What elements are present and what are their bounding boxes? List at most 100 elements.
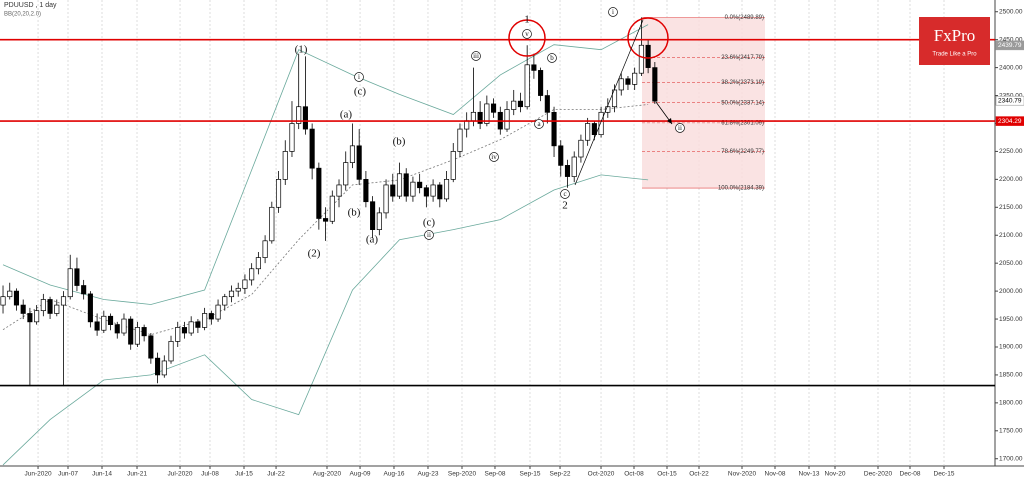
x-tick-label: Sep-08 bbox=[484, 471, 505, 478]
wave-label: i bbox=[358, 73, 360, 81]
y-tick-label: 1900.00 bbox=[999, 344, 1023, 351]
x-tick-label: Oct-2020 bbox=[588, 471, 615, 478]
band-line bbox=[2, 24, 649, 305]
candle-body bbox=[40, 299, 46, 312]
candle-body bbox=[578, 139, 584, 158]
candle-body bbox=[417, 181, 423, 189]
candle-body bbox=[27, 313, 33, 323]
candle-body bbox=[255, 257, 261, 270]
candle-body bbox=[551, 111, 557, 147]
candle-body bbox=[114, 324, 120, 334]
candle-body bbox=[645, 44, 651, 68]
candle-body bbox=[275, 179, 282, 208]
x-tick-label: Oct-08 bbox=[624, 471, 644, 478]
highlight-circle bbox=[508, 19, 546, 57]
x-tick-label: Sep-22 bbox=[550, 471, 571, 478]
price-tag bbox=[995, 40, 1024, 51]
x-tick-label: Jul-2020 bbox=[168, 471, 193, 478]
x-tick-label: Nov-08 bbox=[765, 471, 786, 478]
candle-body bbox=[121, 318, 127, 334]
price-tag bbox=[995, 95, 1024, 106]
x-tick-label: Oct-15 bbox=[657, 471, 677, 478]
annotation-circle bbox=[675, 123, 685, 133]
candle-body bbox=[477, 111, 483, 124]
wave-label: i bbox=[612, 8, 614, 16]
wave-label: (c) bbox=[354, 86, 367, 98]
candle-body bbox=[625, 78, 631, 85]
candle-body bbox=[450, 151, 456, 180]
candle-body bbox=[618, 78, 624, 91]
candle-body bbox=[591, 123, 597, 136]
candle-body bbox=[571, 156, 577, 177]
candle-body bbox=[316, 167, 322, 219]
candle-body bbox=[423, 187, 429, 197]
x-tick-label: Aug-16 bbox=[383, 471, 404, 478]
candle-body bbox=[269, 206, 275, 242]
candle-body bbox=[215, 304, 221, 320]
y-tick-label: 2000.00 bbox=[999, 288, 1023, 295]
x-tick-label: Dec-15 bbox=[934, 471, 955, 478]
candle-body bbox=[87, 293, 93, 323]
x-tick-label: Jun-07 bbox=[58, 471, 78, 478]
candle-body bbox=[134, 327, 140, 345]
candle-body bbox=[155, 357, 161, 376]
candle-body bbox=[168, 341, 174, 362]
annotation-circle bbox=[522, 29, 532, 39]
candle-body bbox=[396, 173, 403, 197]
candle-body bbox=[558, 145, 564, 166]
annotation-circle bbox=[534, 119, 544, 129]
candle-body bbox=[544, 95, 550, 113]
y-tick-label: 2050.00 bbox=[999, 260, 1023, 267]
annotation-circle bbox=[560, 189, 570, 199]
candle-body bbox=[356, 145, 362, 180]
candle-body bbox=[148, 335, 154, 359]
x-tick-label: Aug-09 bbox=[350, 471, 371, 478]
wave-label: (2) bbox=[308, 248, 321, 260]
candle-body bbox=[222, 296, 228, 306]
candle-body bbox=[376, 212, 382, 230]
fib-label: 38.2%(2373.19) bbox=[721, 80, 764, 86]
wave-label: (1) bbox=[295, 44, 308, 56]
annotation-circle bbox=[354, 72, 364, 82]
candle-body bbox=[67, 268, 73, 298]
candle-body bbox=[242, 279, 248, 289]
candle-body bbox=[7, 290, 13, 298]
candle-body bbox=[296, 106, 302, 124]
x-tick-label: Aug-23 bbox=[417, 471, 438, 478]
y-tick-label: 2450.00 bbox=[999, 36, 1023, 43]
candle-body bbox=[531, 64, 537, 71]
chart-title: PDUUSD , 1 day bbox=[4, 2, 57, 9]
wave-label: a bbox=[537, 120, 541, 128]
y-tick-label: 2100.00 bbox=[999, 232, 1023, 239]
candle-body bbox=[343, 162, 349, 186]
candle-body bbox=[262, 240, 268, 258]
fib-label: 61.8%(2301.09) bbox=[721, 120, 764, 126]
y-tick-label: 2500.00 bbox=[999, 8, 1023, 15]
candle-body bbox=[443, 179, 450, 200]
candle-body bbox=[323, 218, 329, 222]
candle-body bbox=[161, 360, 167, 376]
candle-body bbox=[632, 72, 638, 85]
x-tick-label: Aug-2020 bbox=[313, 471, 342, 478]
candle-body bbox=[564, 165, 571, 177]
annotation-circle bbox=[608, 7, 618, 17]
highlight-circle bbox=[627, 17, 669, 59]
candle-body bbox=[336, 184, 342, 197]
candle-body bbox=[504, 109, 510, 130]
x-tick-label: Sep-15 bbox=[520, 471, 541, 478]
x-tick-label: Oct-22 bbox=[689, 471, 709, 478]
candle-body bbox=[289, 123, 295, 152]
x-tick-label: Jul-08 bbox=[201, 471, 219, 478]
candle-body bbox=[410, 181, 416, 197]
wave-label: 1 bbox=[524, 14, 530, 26]
candle-body bbox=[34, 310, 40, 323]
price-tag-label: 2439.79 bbox=[998, 42, 1022, 49]
candle-body bbox=[585, 123, 591, 141]
candle-body bbox=[228, 290, 235, 298]
x-tick-label: Dec-08 bbox=[900, 471, 921, 478]
arrow-head bbox=[667, 118, 672, 124]
candle-body bbox=[329, 195, 335, 222]
wave-label: b bbox=[550, 54, 554, 62]
